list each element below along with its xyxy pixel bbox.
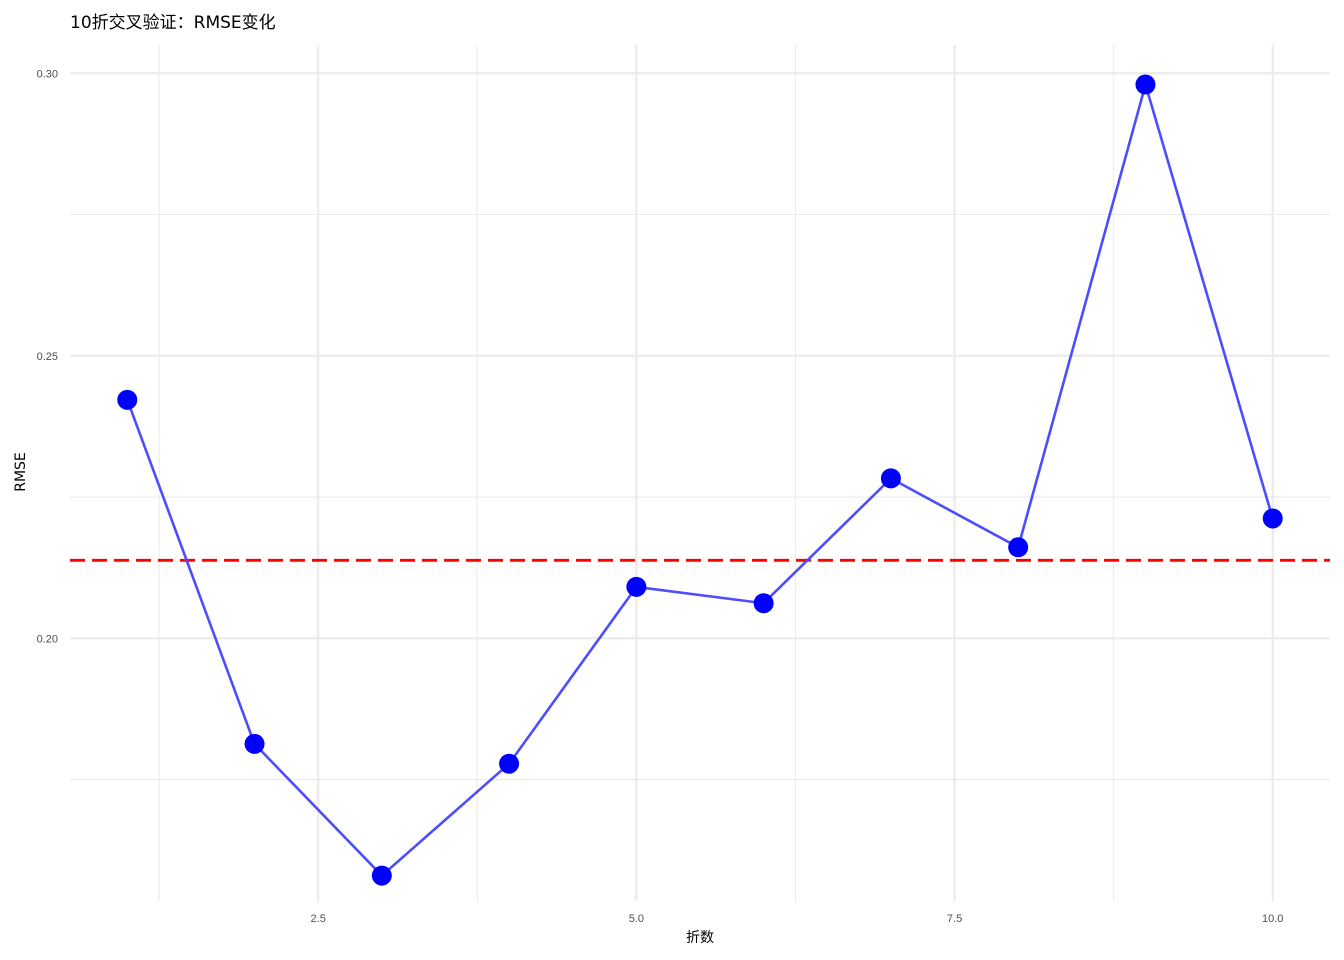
chart-title: 10折交叉验证：RMSE变化 [70, 13, 276, 33]
points-group [117, 74, 1283, 886]
x-tick-label: 7.5 [947, 913, 962, 925]
data-point [1262, 508, 1283, 529]
x-tick-label: 2.5 [311, 913, 326, 925]
data-point [244, 733, 265, 754]
x-tick-label: 5.0 [629, 913, 644, 925]
y-axis-title: RMSE [13, 452, 29, 492]
grid-minor [70, 45, 1330, 901]
y-tick-label: 0.20 [37, 633, 58, 645]
x-tick-label: 10.0 [1262, 913, 1283, 925]
series-line [126, 83, 1274, 877]
data-point [880, 468, 901, 489]
data-point [1135, 74, 1156, 95]
data-point [753, 593, 774, 614]
data-point [117, 389, 138, 410]
x-axis-title: 折数 [686, 930, 714, 946]
data-point [626, 576, 647, 597]
y-tick-labels: 0.20 0.25 0.30 [37, 68, 58, 645]
data-point [499, 753, 520, 774]
data-point [1008, 537, 1029, 558]
y-tick-label: 0.30 [37, 68, 58, 80]
series-group [126, 83, 1274, 877]
y-tick-label: 0.25 [37, 351, 58, 363]
grid-major [70, 45, 1330, 901]
data-point [371, 865, 392, 886]
x-tick-labels: 2.5 5.0 7.5 10.0 [311, 913, 1284, 925]
